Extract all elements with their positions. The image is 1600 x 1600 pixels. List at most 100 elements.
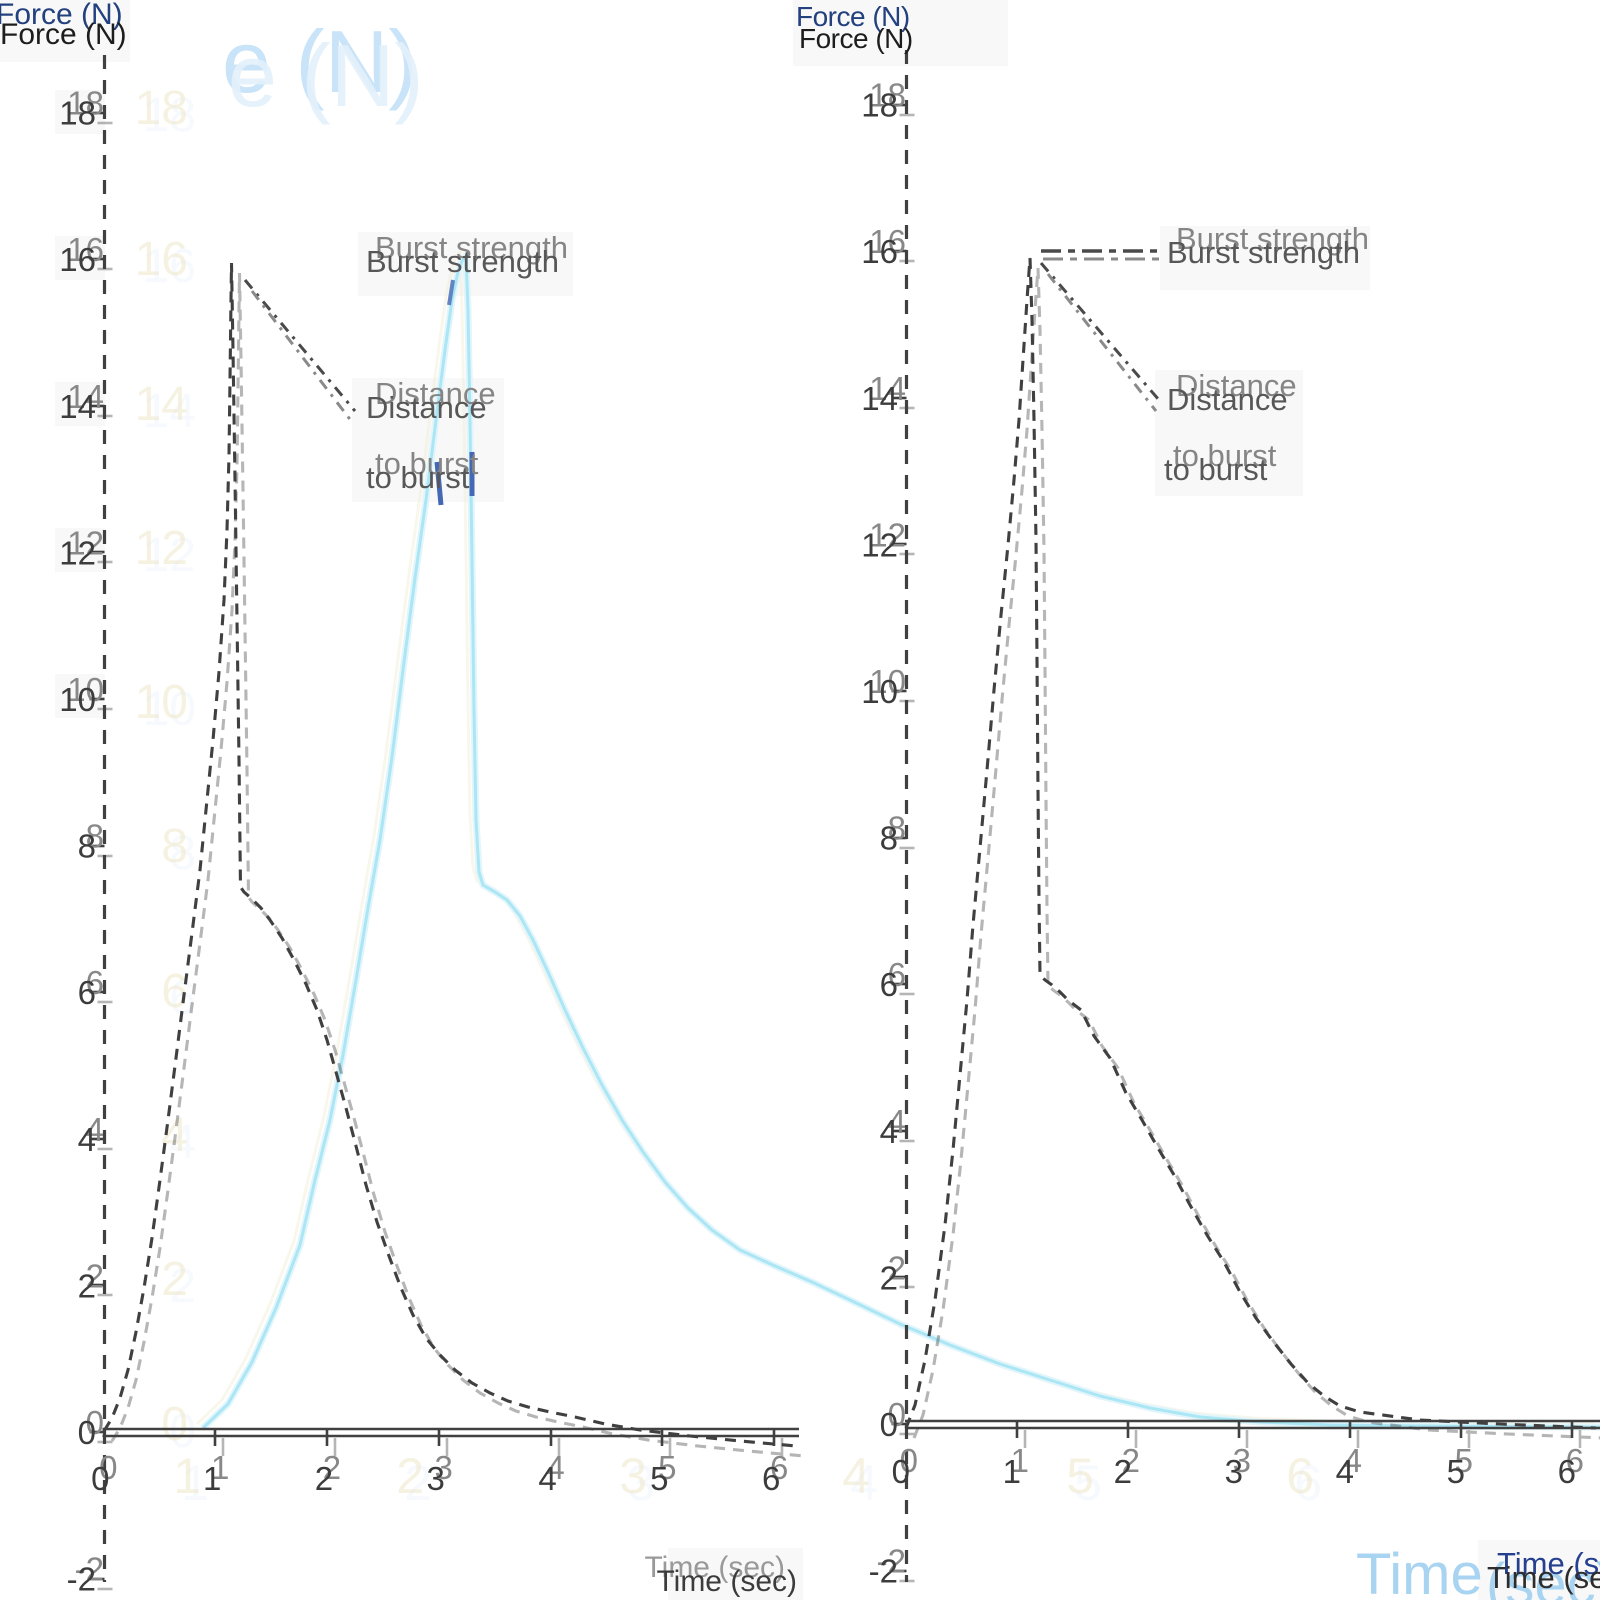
svg-text:0: 0 xyxy=(78,1414,96,1451)
svg-text:6: 6 xyxy=(1566,1442,1584,1479)
svg-text:18: 18 xyxy=(59,95,96,132)
svg-text:16: 16 xyxy=(869,223,906,260)
svg-text:2: 2 xyxy=(404,1455,432,1511)
svg-text:12: 12 xyxy=(67,524,104,561)
svg-text:to burst: to burst xyxy=(1173,438,1277,473)
svg-text:4: 4 xyxy=(78,1121,96,1158)
svg-text:18: 18 xyxy=(143,89,196,142)
svg-text:8: 8 xyxy=(169,827,196,880)
svg-text:12: 12 xyxy=(869,516,906,553)
svg-text:2: 2 xyxy=(1122,1442,1140,1479)
svg-text:6: 6 xyxy=(762,1460,780,1497)
svg-text:2: 2 xyxy=(880,1259,898,1296)
svg-text:3: 3 xyxy=(1233,1442,1251,1479)
svg-text:e (N): e (N) xyxy=(222,12,418,111)
svg-text:Distance: Distance xyxy=(366,390,487,425)
svg-text:Force (N): Force (N) xyxy=(796,1,910,32)
svg-text:10: 10 xyxy=(869,663,906,700)
svg-text:to burst: to burst xyxy=(1164,452,1268,487)
svg-text:1: 1 xyxy=(211,1449,229,1486)
svg-text:3: 3 xyxy=(435,1449,453,1486)
svg-text:6: 6 xyxy=(78,974,96,1011)
svg-text:0: 0 xyxy=(888,1396,906,1433)
svg-text:0: 0 xyxy=(86,1404,104,1441)
svg-text:2: 2 xyxy=(169,1260,196,1313)
svg-text:8: 8 xyxy=(86,818,104,855)
svg-text:16: 16 xyxy=(861,233,898,270)
svg-text:Force (N): Force (N) xyxy=(0,18,127,51)
svg-text:0: 0 xyxy=(91,1460,109,1497)
svg-text:(sec): (sec) xyxy=(1486,1552,1600,1600)
svg-text:3: 3 xyxy=(427,1460,445,1497)
svg-text:1: 1 xyxy=(203,1460,221,1497)
svg-text:8: 8 xyxy=(888,810,906,847)
svg-text:to burst: to burst xyxy=(375,446,479,481)
svg-text:-2: -2 xyxy=(75,1551,104,1588)
svg-text:14: 14 xyxy=(67,378,104,415)
svg-text:Force (N): Force (N) xyxy=(0,0,123,31)
svg-text:5: 5 xyxy=(1066,1448,1094,1504)
svg-text:5: 5 xyxy=(658,1449,676,1486)
svg-text:14: 14 xyxy=(861,380,898,417)
svg-text:1: 1 xyxy=(181,1455,209,1511)
svg-text:16: 16 xyxy=(135,233,188,286)
svg-text:10: 10 xyxy=(135,676,188,729)
svg-text:e (N): e (N) xyxy=(228,26,424,125)
svg-text:Distance: Distance xyxy=(375,376,496,411)
svg-text:18: 18 xyxy=(135,82,188,135)
svg-text:12: 12 xyxy=(861,526,898,563)
svg-text:4: 4 xyxy=(538,1460,556,1497)
svg-text:16: 16 xyxy=(59,241,96,278)
svg-text:10: 10 xyxy=(143,683,196,736)
svg-text:0: 0 xyxy=(161,1398,188,1451)
svg-text:6: 6 xyxy=(161,965,188,1018)
svg-text:8: 8 xyxy=(161,820,188,873)
svg-text:0: 0 xyxy=(900,1442,918,1479)
svg-text:4: 4 xyxy=(880,1113,898,1150)
svg-text:4: 4 xyxy=(546,1449,564,1486)
svg-text:3: 3 xyxy=(619,1448,647,1504)
svg-text:Time (sec): Time (sec) xyxy=(1497,1546,1600,1581)
svg-text:2: 2 xyxy=(396,1448,424,1504)
svg-text:5: 5 xyxy=(650,1460,668,1497)
svg-text:18: 18 xyxy=(869,77,906,114)
svg-text:5: 5 xyxy=(1447,1453,1465,1490)
svg-text:5: 5 xyxy=(1074,1455,1102,1511)
svg-text:Burst strength: Burst strength xyxy=(1176,221,1369,256)
svg-text:4: 4 xyxy=(161,1109,188,1162)
svg-text:6: 6 xyxy=(1294,1455,1322,1511)
svg-text:Burst strength: Burst strength xyxy=(1167,235,1360,270)
svg-text:12: 12 xyxy=(59,534,96,571)
svg-text:Distance: Distance xyxy=(1176,368,1297,403)
svg-text:2: 2 xyxy=(78,1267,96,1304)
svg-text:6: 6 xyxy=(770,1449,788,1486)
svg-text:0: 0 xyxy=(99,1449,117,1486)
svg-text:4: 4 xyxy=(86,1111,104,1148)
svg-text:14: 14 xyxy=(143,385,196,438)
svg-text:16: 16 xyxy=(143,240,196,293)
svg-text:8: 8 xyxy=(880,820,898,857)
svg-text:2: 2 xyxy=(888,1249,906,1286)
svg-text:6: 6 xyxy=(880,966,898,1003)
svg-text:10: 10 xyxy=(59,681,96,718)
svg-text:6: 6 xyxy=(1558,1453,1576,1490)
svg-text:0: 0 xyxy=(892,1453,910,1490)
svg-text:4: 4 xyxy=(842,1448,870,1504)
svg-text:2: 2 xyxy=(323,1449,341,1486)
svg-text:12: 12 xyxy=(135,522,188,575)
svg-text:Distance: Distance xyxy=(1167,382,1288,417)
svg-text:18: 18 xyxy=(67,85,104,122)
svg-text:Burst strength: Burst strength xyxy=(375,230,568,265)
svg-text:1: 1 xyxy=(173,1448,201,1504)
svg-text:6: 6 xyxy=(1286,1448,1314,1504)
svg-text:14: 14 xyxy=(135,378,188,431)
svg-text:3: 3 xyxy=(627,1455,655,1511)
svg-text:6: 6 xyxy=(86,964,104,1001)
svg-text:10: 10 xyxy=(861,673,898,710)
svg-text:3: 3 xyxy=(1225,1453,1243,1490)
svg-text:1: 1 xyxy=(1003,1453,1021,1490)
svg-text:-2: -2 xyxy=(877,1543,906,1580)
svg-text:4: 4 xyxy=(1336,1453,1354,1490)
svg-text:Force (N): Force (N) xyxy=(799,23,913,54)
svg-text:Time: Time xyxy=(1356,1542,1483,1600)
